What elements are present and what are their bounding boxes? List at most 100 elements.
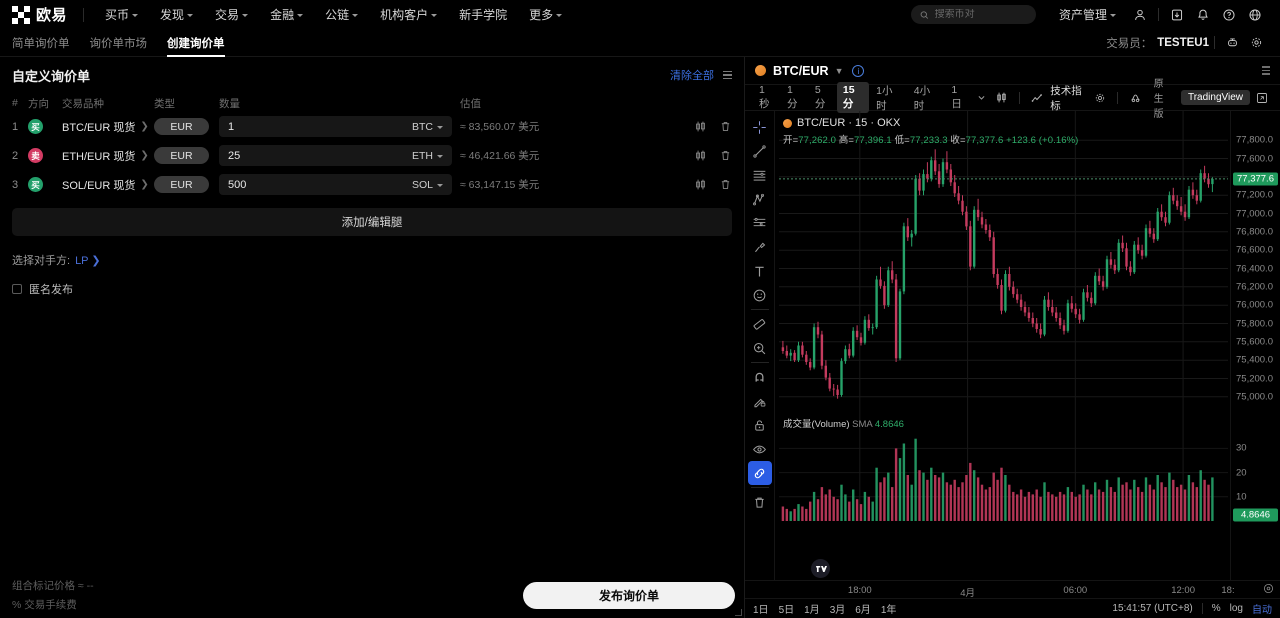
globe-icon[interactable]: [1242, 0, 1268, 29]
quantity-input[interactable]: [228, 149, 412, 162]
row-type[interactable]: EUR: [154, 147, 219, 164]
price-axis[interactable]: 77,800.0 77,600.0 77,200.0 77,000.0 76,800.0…: [1230, 111, 1280, 580]
unit-selector[interactable]: ETH: [412, 150, 443, 162]
log-scale-button[interactable]: log: [1229, 603, 1243, 614]
row-quantity[interactable]: ETH: [219, 145, 460, 166]
row-type[interactable]: EUR: [154, 118, 219, 135]
tab-simple-rfq[interactable]: 简单询价单: [12, 37, 70, 50]
timeframe-1s[interactable]: 1秒: [759, 84, 770, 110]
pencil-lock-icon[interactable]: [748, 389, 772, 413]
row-symbol[interactable]: ETH/EUR 现货 ❯: [62, 148, 154, 164]
chart-settings-gear-icon[interactable]: [1090, 92, 1110, 104]
row-quantity[interactable]: BTC: [219, 116, 460, 137]
pitchfork-icon[interactable]: [748, 187, 772, 211]
direction-badge[interactable]: 买: [28, 119, 43, 134]
text-icon[interactable]: [748, 259, 772, 283]
range-6m[interactable]: 6月: [855, 605, 871, 616]
indicators-label[interactable]: 技术指标: [1050, 84, 1082, 112]
view-mode-native[interactable]: 原生版: [1153, 79, 1164, 120]
percent-scale-button[interactable]: %: [1211, 603, 1221, 614]
search-input[interactable]: [934, 9, 1027, 20]
resize-handle[interactable]: [735, 609, 742, 616]
delete-row-icon[interactable]: [719, 178, 732, 191]
row-quantity[interactable]: SOL: [219, 174, 460, 195]
zoom-icon[interactable]: [748, 336, 772, 360]
fib-retracement-icon[interactable]: [748, 211, 772, 235]
nav-item-more[interactable]: 更多: [518, 0, 573, 29]
indicators-icon[interactable]: [1027, 92, 1047, 104]
help-icon[interactable]: [1216, 0, 1242, 29]
delete-row-icon[interactable]: [719, 149, 732, 162]
direction-badge[interactable]: 卖: [28, 148, 43, 163]
timeframe-1h[interactable]: 1小时: [876, 84, 893, 112]
type-pill[interactable]: EUR: [154, 118, 209, 135]
quantity-input[interactable]: [228, 178, 412, 191]
nav-item-institutional[interactable]: 机构客户: [369, 0, 448, 29]
ruler-icon[interactable]: [748, 312, 772, 336]
trash-icon[interactable]: [748, 490, 772, 514]
tab-create-rfq[interactable]: 创建询价单: [167, 29, 225, 57]
anonymous-checkbox[interactable]: [12, 284, 22, 294]
panel-menu-icon[interactable]: [723, 70, 732, 80]
row-symbol[interactable]: BTC/EUR 现货 ❯: [62, 119, 154, 135]
nav-item-asset-management[interactable]: 资产管理: [1048, 0, 1127, 29]
candlestick-icon[interactable]: [694, 120, 707, 133]
candlestick-icon[interactable]: [694, 149, 707, 162]
timeframe-15m[interactable]: 15分: [836, 82, 870, 113]
row-direction[interactable]: 买: [28, 119, 62, 134]
crosshair-icon[interactable]: [748, 115, 772, 139]
emoji-icon[interactable]: [748, 283, 772, 307]
download-icon[interactable]: [1164, 0, 1190, 29]
range-1m[interactable]: 1月: [804, 605, 820, 616]
info-icon[interactable]: i: [852, 64, 865, 77]
link-icon[interactable]: [747, 461, 772, 485]
timeframe-1d[interactable]: 1日: [951, 84, 962, 110]
nav-item-academy[interactable]: 新手学院: [448, 0, 518, 29]
nav-item-trade[interactable]: 交易: [204, 0, 259, 29]
trend-line-icon[interactable]: [748, 139, 772, 163]
row-direction[interactable]: 买: [28, 177, 62, 192]
magnet-icon[interactable]: [748, 365, 772, 389]
nav-item-buy-crypto[interactable]: 买币: [94, 0, 149, 29]
range-5d[interactable]: 5日: [778, 605, 795, 616]
timeframe-1m[interactable]: 1分: [786, 84, 798, 110]
horizontal-lines-icon[interactable]: [748, 163, 772, 187]
view-mode-tradingview[interactable]: TradingView: [1180, 90, 1250, 105]
candlestick-icon[interactable]: [694, 178, 707, 191]
chart-canvas[interactable]: BTC/EUR · 15 · OKX 开=77,262.0 高=77,396.1…: [775, 111, 1230, 580]
nav-item-finance[interactable]: 金融: [259, 0, 314, 29]
lock-icon[interactable]: [748, 413, 772, 437]
chart-panel-menu-icon[interactable]: [1262, 66, 1270, 75]
reset-chart-icon[interactable]: [1263, 583, 1274, 594]
row-symbol[interactable]: SOL/EUR 现货 ❯: [62, 177, 154, 193]
eye-icon[interactable]: [748, 437, 772, 461]
tradingview-logo-icon[interactable]: [811, 559, 830, 578]
fullscreen-icon[interactable]: [1252, 92, 1272, 104]
chevron-down-icon[interactable]: [973, 93, 990, 102]
chevron-down-icon[interactable]: ▼: [834, 65, 844, 76]
row-type[interactable]: EUR: [154, 176, 219, 193]
unit-selector[interactable]: SOL: [412, 179, 443, 191]
tab-rfq-market[interactable]: 询价单市场: [89, 37, 148, 50]
range-3m[interactable]: 3月: [829, 605, 846, 616]
nav-item-discover[interactable]: 发现: [149, 0, 204, 29]
type-pill[interactable]: EUR: [154, 176, 209, 193]
bot-icon[interactable]: [1220, 29, 1244, 57]
clear-all-button[interactable]: 清除全部: [670, 70, 714, 82]
quantity-input[interactable]: [228, 120, 412, 133]
chart-type-icon[interactable]: [991, 91, 1012, 104]
timeframe-4h[interactable]: 4小时: [913, 84, 931, 112]
compare-icon[interactable]: [1125, 91, 1146, 104]
auto-scale-button[interactable]: 自动: [1252, 605, 1272, 616]
direction-badge[interactable]: 买: [28, 177, 43, 192]
range-1d[interactable]: 1日: [753, 605, 769, 616]
gear-icon[interactable]: [1244, 29, 1268, 57]
nav-item-chain[interactable]: 公链: [314, 0, 369, 29]
add-edit-leg-button[interactable]: 添加/编辑腿: [12, 208, 732, 236]
publish-rfq-button[interactable]: 发布询价单: [523, 581, 735, 609]
range-1y[interactable]: 1年: [880, 605, 897, 616]
okx-logo[interactable]: 欧易: [12, 4, 67, 25]
row-direction[interactable]: 卖: [28, 148, 62, 163]
delete-row-icon[interactable]: [719, 120, 732, 133]
type-pill[interactable]: EUR: [154, 147, 209, 164]
